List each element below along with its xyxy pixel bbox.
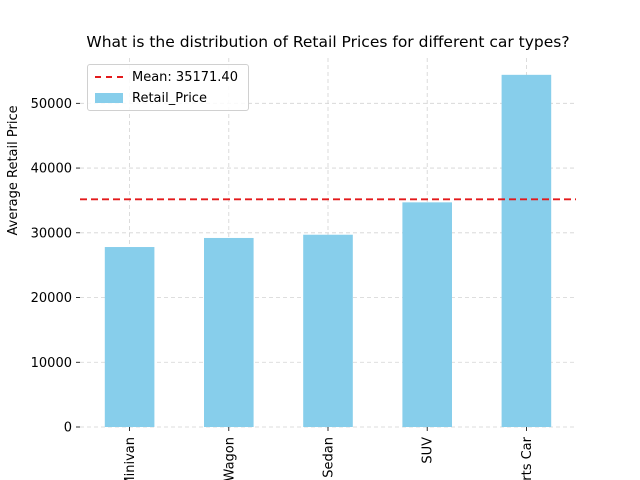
x-tick-label: Sports Car	[520, 436, 535, 480]
bar	[303, 234, 353, 427]
bar	[501, 74, 552, 428]
legend-mean-label: Mean: 35171.40	[132, 69, 238, 85]
x-ticks: Minivan Wagon Sedan SUV Sports Car	[123, 427, 535, 480]
bar	[104, 247, 155, 427]
legend-series-label: Retail_Price	[132, 90, 207, 106]
bar	[204, 237, 254, 427]
y-tick-label: 0	[64, 421, 72, 436]
bars	[104, 74, 552, 428]
x-tick-label: SUV	[421, 437, 436, 464]
legend-item-series: Retail_Price	[95, 89, 207, 107]
x-tick-label: Wagon	[222, 437, 237, 480]
y-tick-label: 40000	[31, 162, 72, 177]
y-axis-label: Average Retail Price	[6, 105, 21, 236]
x-tick-label: Sedan	[322, 437, 337, 478]
y-tick-label: 50000	[31, 97, 72, 112]
chart-title: What is the distribution of Retail Price…	[86, 33, 570, 51]
y-tick-label: 10000	[31, 356, 72, 371]
x-tick-label: Minivan	[123, 437, 138, 480]
bar	[402, 202, 452, 427]
legend-dashed-line-swatch	[95, 76, 123, 78]
legend-bar-swatch	[95, 93, 123, 103]
y-ticks: 0 10000 20000 30000 40000 50000	[31, 97, 80, 436]
y-tick-label: 30000	[31, 226, 72, 241]
legend-item-mean: Mean: 35171.40	[95, 68, 238, 86]
y-tick-label: 20000	[31, 291, 72, 306]
legend: Mean: 35171.40 Retail_Price	[87, 64, 249, 111]
